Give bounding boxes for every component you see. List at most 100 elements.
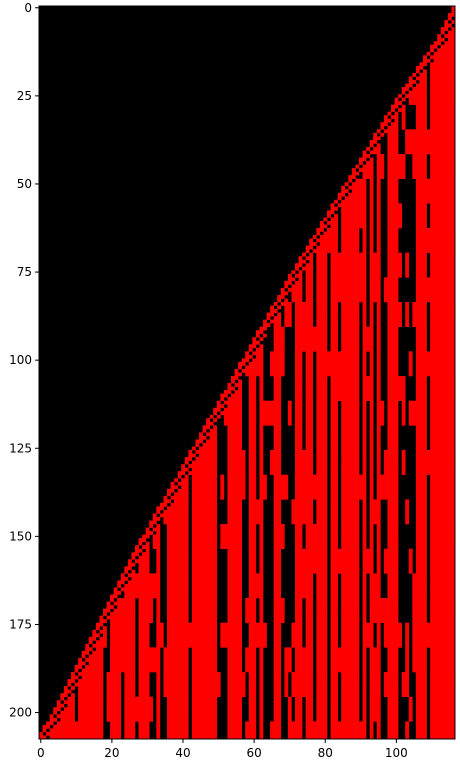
heatmap-cell-run <box>376 143 381 148</box>
heatmap-cell-run <box>223 418 242 423</box>
heatmap-cell-run <box>341 587 360 592</box>
heatmap-cell-run <box>369 538 374 542</box>
heatmap-cell-run <box>270 368 285 373</box>
heatmap-cell-run <box>138 615 154 620</box>
heatmap-cell-run <box>245 354 253 359</box>
heatmap-cell-run <box>419 72 427 77</box>
heatmap-cell-run <box>341 636 360 641</box>
heatmap-cell-run <box>291 291 303 296</box>
heatmap-cell-run <box>412 668 427 673</box>
heatmap-cell-run <box>273 538 285 542</box>
heatmap-cell-run <box>369 527 374 532</box>
heatmap-cell-run <box>305 629 314 634</box>
heatmap-cell-run <box>259 450 264 454</box>
heatmap-cell-run <box>341 608 360 613</box>
heatmap-cell-run <box>110 612 136 616</box>
heatmap-cell-run <box>369 354 374 359</box>
heatmap-cell-run <box>387 499 399 504</box>
heatmap-cell-run <box>316 643 328 648</box>
heatmap-cell-run <box>291 509 314 514</box>
heatmap-cell-run <box>67 703 75 708</box>
heatmap-cell-run <box>330 418 338 423</box>
heatmap-cell-run <box>156 555 161 560</box>
heatmap-cell-run <box>295 612 303 616</box>
heatmap-cell-run <box>273 580 282 585</box>
heatmap-cell-run <box>110 622 136 627</box>
heatmap-cell-run <box>295 365 303 370</box>
heatmap-cell-run <box>362 376 374 380</box>
heatmap-cell-run <box>316 421 328 426</box>
heatmap-cell-run <box>259 464 264 468</box>
heatmap-cell-run <box>430 499 456 504</box>
heatmap-cell-run <box>369 502 381 507</box>
heatmap-cell-run <box>369 524 374 528</box>
heatmap-cell-run <box>305 626 314 631</box>
heatmap-cell-run <box>163 665 189 669</box>
heatmap-cell-run <box>284 679 289 683</box>
heatmap-cell-run <box>316 312 328 317</box>
heatmap-cell-run <box>273 492 289 497</box>
heatmap-cell-run <box>291 516 314 521</box>
heatmap-cell-run <box>341 185 346 190</box>
heatmap-cell-run <box>383 129 399 134</box>
heatmap-cell-run <box>330 566 360 571</box>
heatmap-cell-run <box>362 548 374 553</box>
heatmap-cell-run <box>430 679 456 683</box>
heatmap-cell-run <box>405 509 410 514</box>
heatmap-cell-run <box>287 735 303 740</box>
heatmap-cell-run <box>401 122 406 127</box>
heatmap-cell-run <box>191 650 218 655</box>
heatmap-cell-run <box>305 294 314 299</box>
heatmap-cell-run <box>330 414 338 419</box>
heatmap-cell-run <box>405 633 410 638</box>
heatmap-cell-run <box>273 615 285 620</box>
heatmap-cell-run <box>387 665 399 669</box>
heatmap-cell-run <box>341 309 360 313</box>
heatmap-cell-run <box>305 615 314 620</box>
heatmap-cell-run <box>295 457 314 461</box>
heatmap-cell-run <box>295 481 328 486</box>
heatmap-cell-run <box>259 488 267 493</box>
heatmap-cell-run <box>295 534 303 539</box>
heatmap-cell-run <box>401 421 406 426</box>
heatmap-cell-run <box>387 245 399 250</box>
heatmap-cell-run <box>156 636 164 641</box>
heatmap-cell-run <box>383 471 399 475</box>
heatmap-cell-run <box>220 643 242 648</box>
heatmap-cell-run <box>259 562 264 567</box>
heatmap-cell-run <box>330 594 338 599</box>
heatmap-cell-run <box>263 333 267 338</box>
heatmap-cell-run <box>248 516 264 521</box>
heatmap-cell-run <box>152 516 161 521</box>
heatmap-cell-run <box>273 326 285 331</box>
heatmap-cell-run <box>223 421 242 426</box>
heatmap-cell-run <box>305 714 314 719</box>
heatmap-cell-run <box>405 513 410 518</box>
heatmap-cell-run <box>138 601 154 606</box>
heatmap-cell-run <box>220 538 242 542</box>
heatmap-cell-run <box>362 464 367 468</box>
heatmap-cell-run <box>330 675 338 680</box>
heatmap-cell-run <box>362 707 367 712</box>
heatmap-cell-run <box>341 583 360 588</box>
heatmap-cell-run <box>316 309 328 313</box>
heatmap-cell-run <box>369 460 374 465</box>
heatmap-cell-run <box>415 717 427 722</box>
heatmap-cell-run <box>60 696 65 701</box>
heatmap-cell-run <box>387 150 399 155</box>
heatmap-cell-run <box>142 552 150 557</box>
heatmap-cell-run <box>248 566 257 571</box>
heatmap-cell-run <box>387 573 399 578</box>
heatmap-cell-run <box>167 626 218 631</box>
heatmap-cell-run <box>341 594 360 599</box>
heatmap-cell-run <box>415 672 427 676</box>
heatmap-cell-run <box>266 316 271 320</box>
heatmap-cell-run <box>430 439 456 444</box>
heatmap-cell-run <box>376 622 381 627</box>
heatmap-cell-run <box>415 330 427 335</box>
heatmap-cell-run <box>376 164 385 169</box>
heatmap-cell-run <box>387 446 399 451</box>
heatmap-cell-run <box>387 650 399 655</box>
heatmap-cell-run <box>227 700 242 705</box>
heatmap-cell-run <box>316 703 328 708</box>
